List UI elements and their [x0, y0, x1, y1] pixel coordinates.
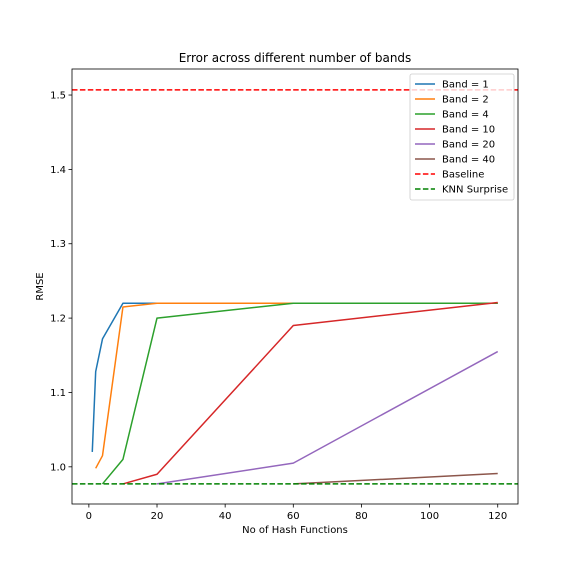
y-tick-label: 1.1 [50, 388, 66, 399]
legend-label: Baseline [442, 170, 484, 181]
x-tick-label: 120 [488, 511, 507, 522]
legend-label: Band = 1 [442, 80, 489, 91]
series-line-band-10 [122, 301, 498, 485]
series-line-band-20 [156, 350, 499, 485]
series-line-band-4 [101, 302, 498, 485]
y-tick-label: 1.4 [50, 165, 66, 176]
axis-ticks: 0 20 40 60 80 100 120 1.0 1.1 1.2 1.3 1.4 1.5 [50, 91, 507, 522]
legend-box [409, 73, 515, 201]
legend-label: Band = 4 [442, 110, 489, 121]
x-tick-label: 20 [151, 511, 164, 522]
legend-label: Band = 10 [442, 125, 495, 136]
y-axis-label: RMSE [35, 272, 46, 300]
legend-label: KNN Surprise [442, 185, 508, 196]
legend-label: Band = 20 [442, 140, 495, 151]
series-line-band-40 [293, 472, 498, 485]
x-axis-label: No of Hash Functions [242, 525, 348, 536]
x-tick-label: 60 [287, 511, 300, 522]
x-tick-label: 0 [86, 511, 92, 522]
y-tick-label: 1.0 [50, 462, 66, 473]
y-tick-label: 1.2 [50, 314, 66, 325]
y-tick-label: 1.5 [50, 91, 66, 102]
y-tick-label: 1.3 [50, 239, 66, 250]
legend-label: Band = 40 [442, 155, 495, 166]
x-tick-label: 40 [219, 511, 232, 522]
chart-title: Error across different number of bands [179, 51, 412, 65]
axes-frame [71, 68, 519, 505]
legend-label: Band = 2 [442, 95, 489, 106]
x-tick-label: 100 [420, 511, 439, 522]
x-tick-label: 80 [355, 511, 368, 522]
legend: Band = 1 Band = 2 Band = 4 Band = 10 Band = … [409, 73, 515, 201]
